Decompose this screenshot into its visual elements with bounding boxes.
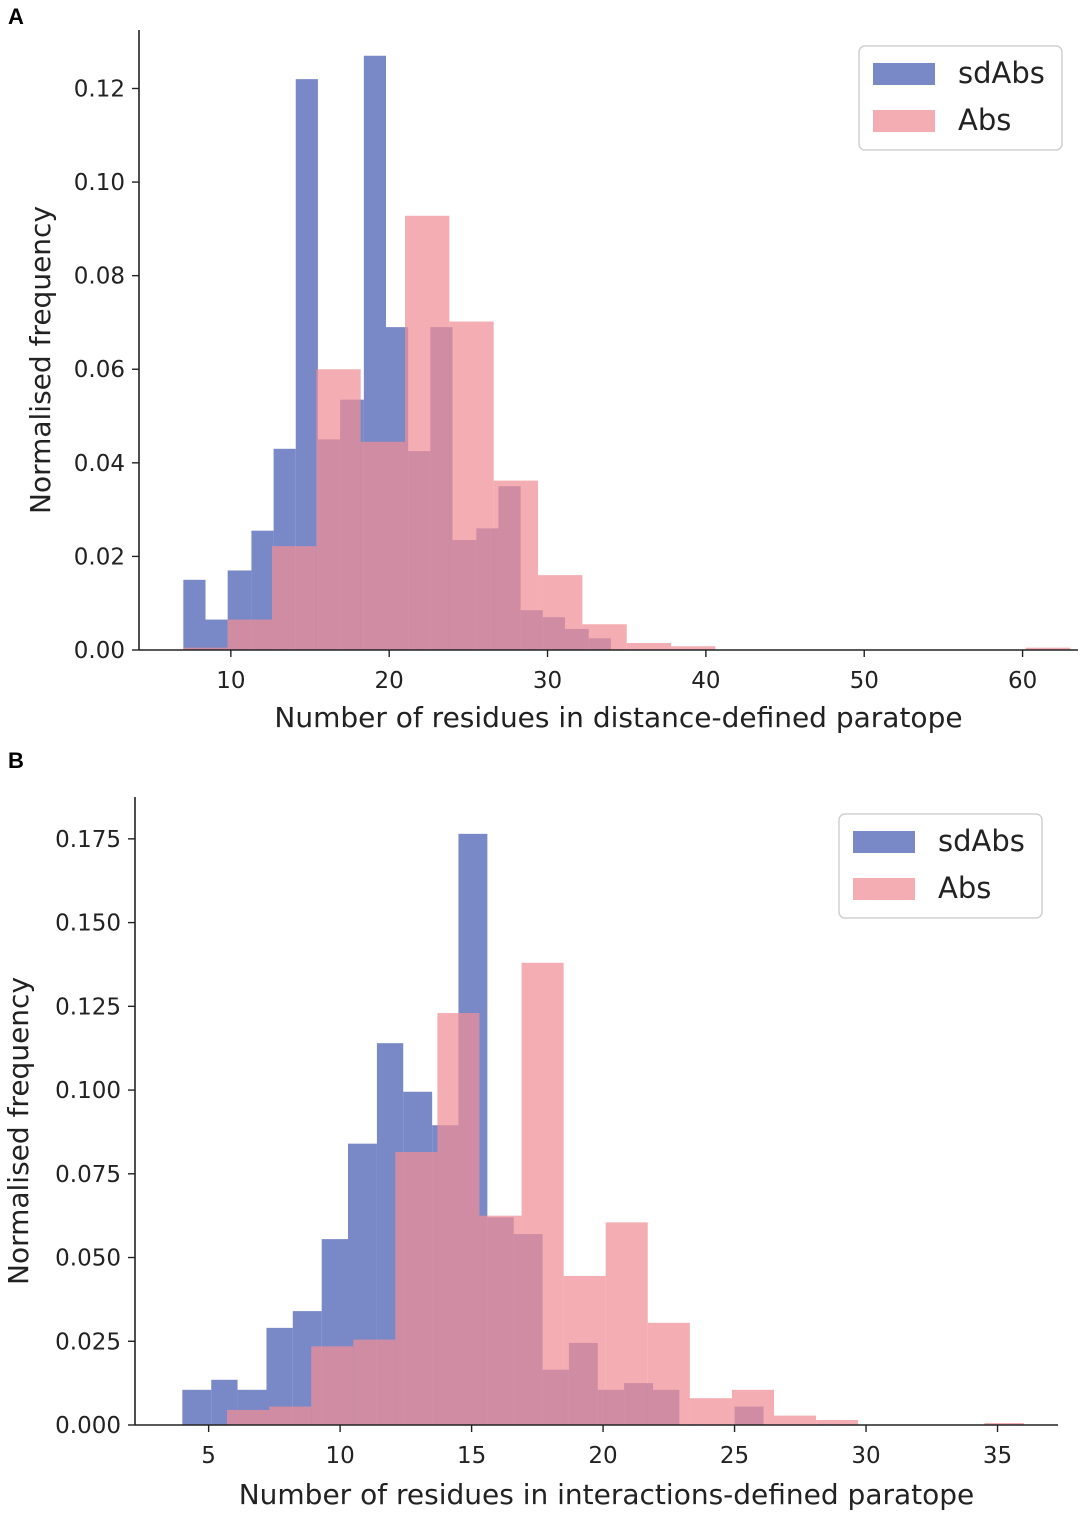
histogram-bar [731, 1389, 774, 1425]
x-tick-label: 5 [201, 1443, 216, 1469]
y-tick-label: 0.00 [74, 638, 125, 664]
y-axis-label: Normalised frequency [24, 206, 57, 514]
histogram-bar [605, 1222, 648, 1425]
panel-label: B [8, 748, 24, 773]
histogram-bar [227, 619, 273, 650]
legend-swatch-abs [873, 110, 935, 132]
legend: sdAbs Abs [858, 45, 1063, 151]
x-tick-label: 25 [720, 1443, 749, 1469]
x-tick-label: 15 [457, 1443, 486, 1469]
y-tick-label: 0.04 [74, 451, 125, 477]
y-tick-label: 0.06 [74, 357, 125, 383]
histogram-bar [582, 624, 627, 650]
chart-panel-b: B 0.000 0.025 0.050 0.075 0.100 0.125 0.150 0.17… [2, 748, 1058, 1511]
y-tick-label: 0.02 [74, 544, 125, 570]
histogram-bar [395, 1152, 438, 1425]
y-tick-label: 0.025 [55, 1329, 121, 1355]
legend-label-abs: Abs [958, 103, 1011, 137]
histogram-bar [360, 441, 406, 650]
histogram-bar [493, 480, 539, 650]
histogram-bar [774, 1415, 817, 1425]
histogram-bar [626, 642, 672, 650]
x-axis-label: Number of residues in distance-defined p… [274, 701, 962, 734]
y-tick-label: 0.050 [55, 1246, 121, 1272]
histogram-bar [984, 1422, 1024, 1425]
histogram-bar [689, 1398, 732, 1425]
x-tick-label: 40 [691, 668, 720, 694]
histogram-bar [563, 1275, 606, 1425]
y-tick-label: 0.175 [55, 827, 121, 853]
y-tick-label: 0.10 [74, 170, 125, 196]
x-axis-label: Number of residues in interactions-defin… [239, 1478, 975, 1511]
histogram-bar [479, 1215, 522, 1425]
histogram-bar [521, 962, 564, 1425]
series-abs [183, 215, 1071, 650]
series-abs [227, 962, 1024, 1425]
y-tick-label: 0.12 [74, 76, 125, 102]
histogram-bar [295, 79, 318, 650]
legend-swatch-abs [853, 878, 915, 900]
histogram-bar [269, 1406, 312, 1425]
legend-label-sdabs: sdAbs [938, 824, 1025, 858]
y-tick-label: 0.100 [55, 1078, 121, 1104]
histogram-bar [816, 1419, 859, 1425]
x-tick-label: 20 [375, 668, 404, 694]
histogram-bar [405, 215, 450, 650]
histogram-bar [316, 369, 361, 650]
x-tick-label: 10 [325, 1443, 354, 1469]
histogram-bar [272, 546, 317, 650]
histogram-bar [227, 1409, 270, 1425]
y-axis-label: Normalised frequency [2, 977, 35, 1285]
histogram-bar [353, 1339, 396, 1425]
histogram-bar [205, 619, 228, 650]
y-tick-label: 0.000 [55, 1413, 121, 1439]
histogram-bar [183, 579, 206, 650]
y-tick-label: 0.075 [55, 1162, 121, 1188]
x-tick-label: 30 [851, 1443, 880, 1469]
legend-label-abs: Abs [938, 871, 991, 905]
x-tick-label: 20 [588, 1443, 617, 1469]
histogram-bar [311, 1346, 354, 1425]
y-tick-label: 0.150 [55, 911, 121, 937]
x-tick-label: 30 [533, 668, 562, 694]
histogram-bar [182, 1389, 212, 1425]
x-tick-label: 60 [1008, 668, 1037, 694]
legend: sdAbs Abs [838, 813, 1043, 919]
histogram-bar [647, 1322, 690, 1425]
histogram-bar [449, 321, 494, 650]
y-tick-label: 0.125 [55, 994, 121, 1020]
panel-label: A [8, 4, 24, 29]
x-tick-label: 10 [216, 668, 245, 694]
chart-panel-a: A 0.00 0.02 0.04 0.06 0.08 0.10 0.12 10 20 30 40 50 6… [8, 4, 1078, 734]
legend-label-sdabs: sdAbs [958, 56, 1045, 90]
histogram-bar [1025, 647, 1071, 650]
histogram-bar [671, 646, 716, 650]
legend-swatch-sdabs [873, 63, 935, 85]
y-tick-label: 0.08 [74, 264, 125, 290]
histogram-bar [437, 1013, 480, 1425]
x-tick-label: 35 [983, 1443, 1012, 1469]
histogram-bar [183, 647, 228, 650]
x-tick-label: 50 [850, 668, 879, 694]
histogram-bar [538, 575, 583, 650]
legend-swatch-sdabs [853, 831, 915, 853]
